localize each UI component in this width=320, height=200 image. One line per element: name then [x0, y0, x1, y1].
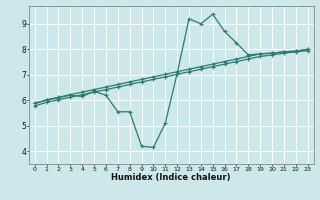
- X-axis label: Humidex (Indice chaleur): Humidex (Indice chaleur): [111, 173, 231, 182]
